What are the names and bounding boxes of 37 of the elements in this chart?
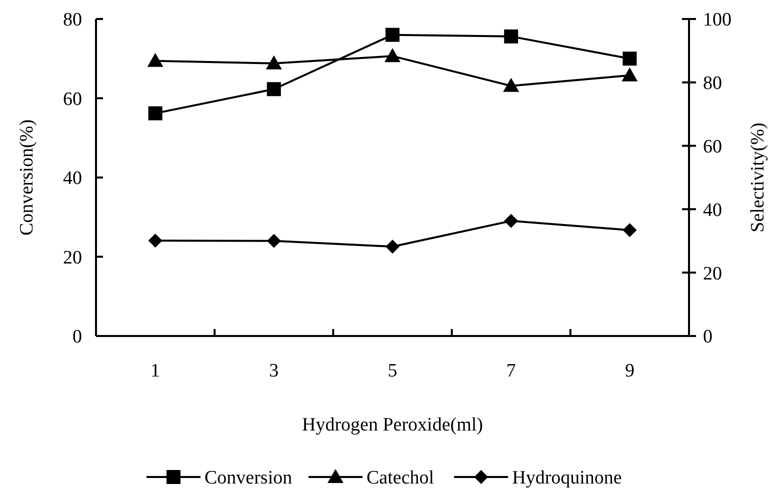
point bbox=[622, 52, 637, 66]
y2-axis-title: Selectivity(%) bbox=[748, 122, 769, 232]
y-tick-label: 0 bbox=[72, 326, 82, 348]
point bbox=[266, 55, 282, 70]
point bbox=[386, 240, 400, 254]
point bbox=[622, 223, 637, 238]
point bbox=[622, 67, 638, 82]
x-axis-title: Hydrogen Peroxide(ml) bbox=[302, 414, 483, 436]
y2-tick-label: 20 bbox=[703, 263, 722, 284]
point bbox=[147, 52, 164, 67]
x-tick-label: 3 bbox=[269, 360, 279, 382]
point bbox=[384, 48, 400, 62]
y2-tick-label: 80 bbox=[703, 73, 722, 94]
point bbox=[503, 78, 520, 92]
y2-tick-label: 40 bbox=[703, 200, 722, 221]
x-tick-label: 7 bbox=[506, 360, 516, 382]
y-axis-title: Conversion(%) bbox=[16, 119, 38, 236]
point bbox=[148, 234, 162, 248]
point bbox=[266, 82, 281, 96]
point bbox=[504, 214, 518, 228]
point bbox=[504, 29, 518, 44]
y-tick-label: 20 bbox=[63, 247, 82, 268]
x-tick-label: 5 bbox=[388, 360, 398, 382]
y2-tick-label: 60 bbox=[703, 136, 722, 158]
y2-tick-label: 0 bbox=[703, 326, 712, 348]
point bbox=[266, 234, 281, 248]
x-tick-label: 1 bbox=[150, 360, 160, 382]
y2-tick-label: 100 bbox=[703, 10, 732, 31]
y-tick-label: 40 bbox=[63, 168, 82, 190]
point bbox=[386, 28, 400, 42]
legend-label: Hydroquinone bbox=[512, 468, 622, 489]
x-tick-label: 9 bbox=[624, 360, 634, 382]
point bbox=[148, 106, 162, 120]
y-tick-label: 60 bbox=[63, 88, 82, 110]
y-tick-label: 80 bbox=[63, 10, 82, 31]
legend-label: Conversion bbox=[204, 468, 293, 489]
legend-label: Catechol bbox=[366, 468, 434, 489]
